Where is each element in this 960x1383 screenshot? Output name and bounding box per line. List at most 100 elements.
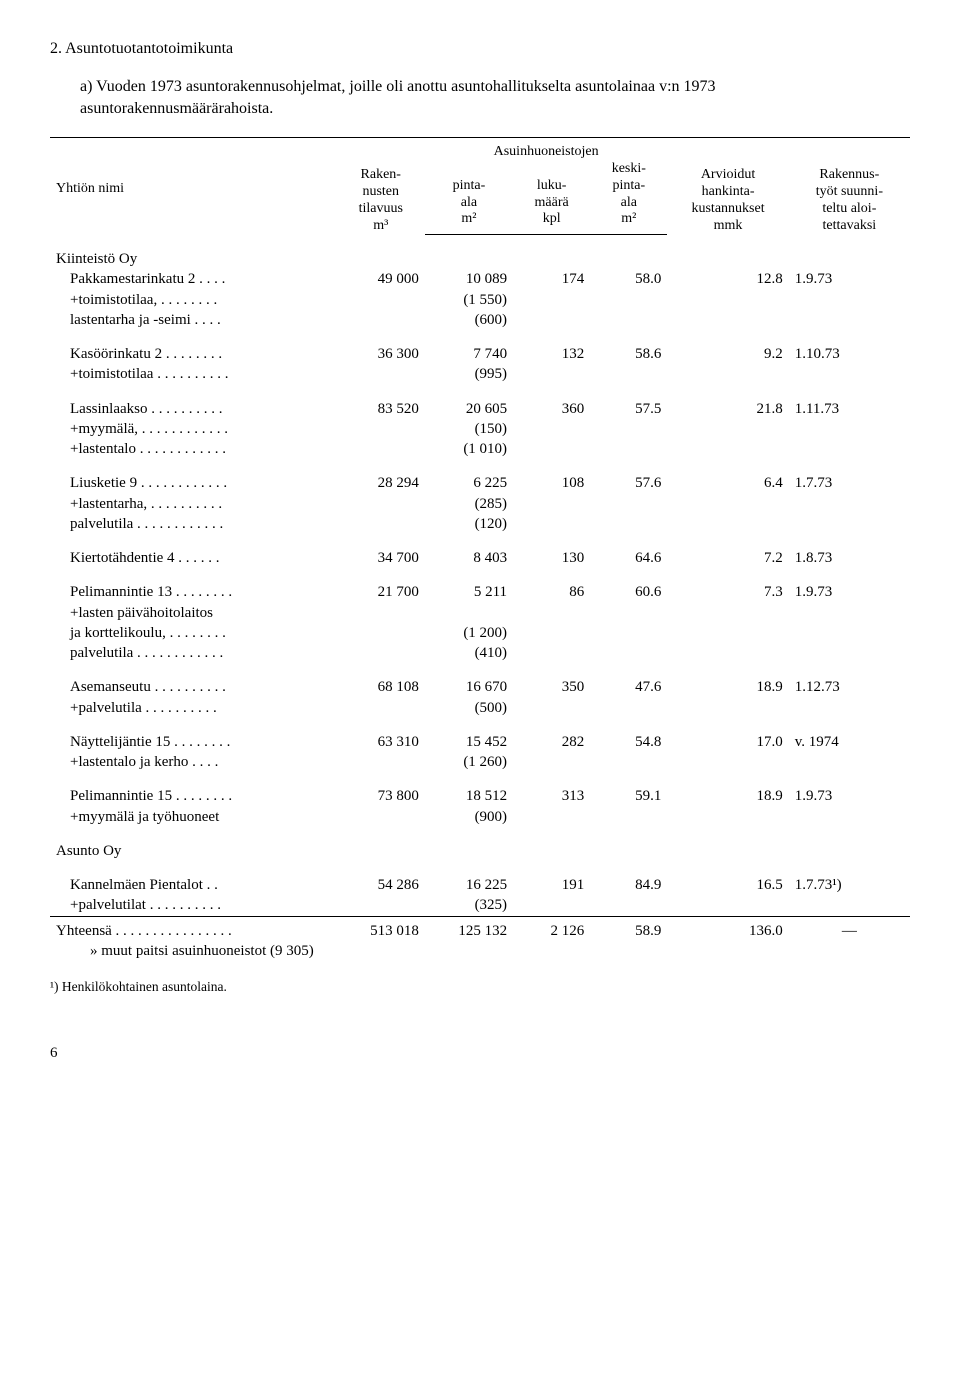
- col-yhtion-nimi: Yhtiön nimi: [50, 138, 337, 235]
- group-heading: Kiinteistö Oy: [50, 235, 910, 270]
- section-heading: 2. Asuntotuotantotoimikunta: [50, 40, 910, 58]
- cell-arv: [667, 439, 788, 459]
- col-keski: keski-pinta-alam²: [590, 161, 667, 235]
- cell-rak: 1.9.73: [789, 772, 910, 806]
- cell-tilavuus: [337, 364, 425, 384]
- cell-rak: 1.12.73: [789, 663, 910, 697]
- cell-luku: [513, 310, 590, 330]
- table-row: Asemanseutu . . . . . . . . . .68 10816 …: [50, 663, 910, 697]
- cell-keski: 57.6: [590, 459, 667, 493]
- row-name: Liusketie 9 . . . . . . . . . . . .: [50, 459, 337, 493]
- totals-pinta: 125 132: [425, 916, 513, 941]
- table-row: +lastentalo . . . . . . . . . . . .(1 01…: [50, 439, 910, 459]
- cell-keski: [590, 698, 667, 718]
- row-name: +toimistotilaa . . . . . . . . . .: [50, 364, 337, 384]
- cell-arv: [667, 603, 788, 623]
- cell-arv: 18.9: [667, 663, 788, 697]
- cell-pinta: (995): [425, 364, 513, 384]
- row-name: Kasöörinkatu 2 . . . . . . . .: [50, 330, 337, 364]
- cell-keski: [590, 895, 667, 916]
- cell-rak: v. 1974: [789, 718, 910, 752]
- totals-luku: 2 126: [513, 916, 590, 941]
- cell-arv: [667, 514, 788, 534]
- cell-pinta: (1 200): [425, 623, 513, 643]
- cell-keski: [590, 310, 667, 330]
- cell-pinta: 20 605: [425, 385, 513, 419]
- cell-luku: [513, 603, 590, 623]
- cell-tilavuus: 54 286: [337, 861, 425, 895]
- cell-rak: [789, 439, 910, 459]
- totals-arv: 136.0: [667, 916, 788, 941]
- cell-tilavuus: [337, 514, 425, 534]
- cell-pinta: 5 211: [425, 568, 513, 602]
- table-row: palvelutila . . . . . . . . . . . . (410): [50, 643, 910, 663]
- cell-luku: 86: [513, 568, 590, 602]
- cell-tilavuus: 49 000: [337, 269, 425, 289]
- cell-rak: 1.7.73: [789, 459, 910, 493]
- cell-luku: [513, 290, 590, 310]
- col-tilavuus-text: Raken-nustentilavuusm³: [359, 167, 403, 232]
- cell-tilavuus: [337, 643, 425, 663]
- table-row: +palvelutila . . . . . . . . . .(500): [50, 698, 910, 718]
- cell-rak: [789, 623, 910, 643]
- cell-luku: [513, 698, 590, 718]
- col-tilavuus: Raken-nustentilavuusm³: [337, 138, 425, 235]
- cell-luku: 174: [513, 269, 590, 289]
- cell-pinta: 6 225: [425, 459, 513, 493]
- cell-arv: [667, 290, 788, 310]
- cell-rak: [789, 752, 910, 772]
- cell-keski: 58.0: [590, 269, 667, 289]
- col-rakennus: Rakennus-työt suunni-teltu aloi-tettavak…: [789, 138, 910, 235]
- cell-tilavuus: [337, 807, 425, 827]
- table-row: Näyttelijäntie 15 . . . . . . . .63 3101…: [50, 718, 910, 752]
- cell-arv: 18.9: [667, 772, 788, 806]
- table-row: Pelimannintie 13 . . . . . . . .21 7005 …: [50, 568, 910, 602]
- cell-keski: [590, 643, 667, 663]
- cell-luku: 282: [513, 718, 590, 752]
- cell-rak: 1.9.73: [789, 269, 910, 289]
- page-number: 6: [50, 1045, 910, 1062]
- col-pinta-text: pinta-alam²: [453, 178, 486, 227]
- cell-arv: [667, 623, 788, 643]
- table-row: Liusketie 9 . . . . . . . . . . . .28 29…: [50, 459, 910, 493]
- col-lukumaara: luku-määräkpl: [513, 161, 590, 235]
- cell-pinta: (285): [425, 494, 513, 514]
- cell-pinta: (1 260): [425, 752, 513, 772]
- cell-keski: 60.6: [590, 568, 667, 602]
- cell-tilavuus: [337, 623, 425, 643]
- cell-pinta: (410): [425, 643, 513, 663]
- cell-rak: [789, 807, 910, 827]
- cell-keski: [590, 419, 667, 439]
- cell-tilavuus: 83 520: [337, 385, 425, 419]
- cell-pinta: (900): [425, 807, 513, 827]
- row-name: +toimistotilaa, . . . . . . . .: [50, 290, 337, 310]
- table-row: Pelimannintie 15 . . . . . . . .73 80018…: [50, 772, 910, 806]
- cell-luku: [513, 807, 590, 827]
- cell-pinta: (500): [425, 698, 513, 718]
- cell-pinta: (1 010): [425, 439, 513, 459]
- cell-keski: 64.6: [590, 534, 667, 568]
- cell-rak: 1.8.73: [789, 534, 910, 568]
- cell-arv: [667, 419, 788, 439]
- cell-luku: 108: [513, 459, 590, 493]
- col-arvioidut-text: Arvioiduthankinta-kustannuksetmmk: [691, 167, 764, 232]
- cell-tilavuus: 68 108: [337, 663, 425, 697]
- row-name: lastentarha ja -seimi . . . .: [50, 310, 337, 330]
- cell-keski: [590, 494, 667, 514]
- cell-luku: [513, 439, 590, 459]
- cell-keski: [590, 623, 667, 643]
- row-name: palvelutila . . . . . . . . . . . .: [50, 643, 337, 663]
- cell-keski: 57.5: [590, 385, 667, 419]
- cell-arv: [667, 643, 788, 663]
- cell-tilavuus: [337, 419, 425, 439]
- cell-keski: 54.8: [590, 718, 667, 752]
- cell-luku: 130: [513, 534, 590, 568]
- cell-keski: [590, 752, 667, 772]
- cell-rak: [789, 419, 910, 439]
- row-name: Asemanseutu . . . . . . . . . .: [50, 663, 337, 697]
- cell-luku: [513, 364, 590, 384]
- cell-keski: [590, 807, 667, 827]
- cell-luku: 132: [513, 330, 590, 364]
- group-heading-row: Kiinteistö Oy: [50, 235, 910, 270]
- table-row: +toimistotilaa . . . . . . . . . . (995): [50, 364, 910, 384]
